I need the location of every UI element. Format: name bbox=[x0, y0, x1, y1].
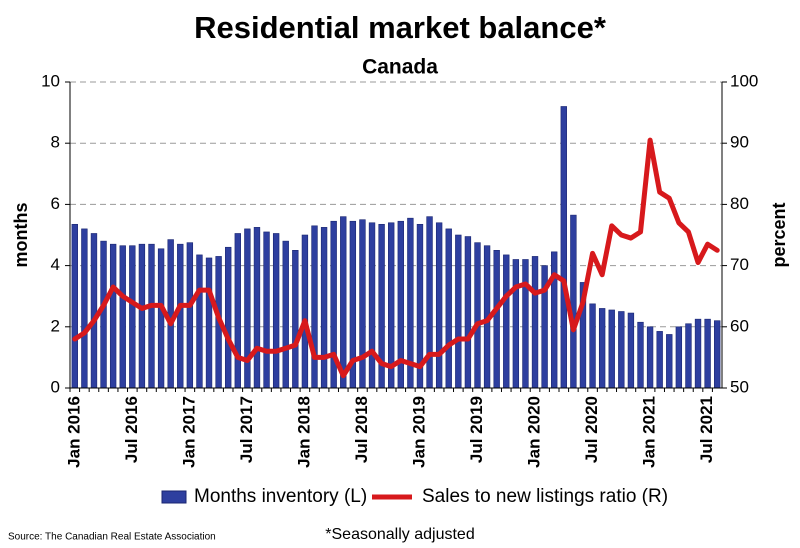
legend-swatch bbox=[161, 490, 187, 504]
bar bbox=[522, 259, 529, 389]
bar bbox=[618, 311, 625, 389]
bar bbox=[301, 234, 309, 389]
y2-tick-label: 60 bbox=[730, 316, 749, 335]
x-tick-label: Jul 2019 bbox=[467, 396, 486, 463]
bar bbox=[263, 231, 270, 389]
bar bbox=[129, 245, 136, 389]
bar bbox=[157, 248, 165, 389]
bar bbox=[359, 219, 366, 389]
x-tick-label: Jan 2021 bbox=[640, 396, 659, 468]
source-note: Source: The Canadian Real Estate Associa… bbox=[8, 532, 216, 543]
chart-subtitle: Canada bbox=[362, 56, 438, 79]
bar bbox=[292, 250, 299, 389]
bar bbox=[694, 318, 702, 389]
bar bbox=[205, 257, 213, 389]
bar bbox=[656, 331, 663, 389]
chart-title: Residential market balance* bbox=[194, 10, 607, 45]
x-tick-label: Jan 2018 bbox=[294, 396, 313, 468]
y2-tick-label: 50 bbox=[730, 377, 749, 396]
bar bbox=[311, 225, 318, 389]
bar bbox=[598, 308, 606, 389]
line bbox=[72, 137, 720, 379]
bar bbox=[589, 303, 596, 389]
x-tick-label: Jul 2017 bbox=[237, 396, 256, 463]
bar bbox=[177, 243, 184, 389]
bar bbox=[551, 251, 558, 389]
y-tick-label: 4 bbox=[51, 255, 60, 274]
bar bbox=[340, 216, 347, 389]
bar bbox=[81, 228, 88, 389]
y2-tick-label: 100 bbox=[730, 71, 758, 90]
x-tick-label: Jul 2018 bbox=[352, 396, 371, 463]
bar bbox=[225, 246, 232, 389]
legend-label: Months inventory (L) bbox=[194, 486, 367, 507]
x-tick-label: Jan 2019 bbox=[409, 396, 428, 468]
y-tick-label: 10 bbox=[41, 71, 60, 90]
bar bbox=[503, 254, 510, 389]
bar bbox=[570, 214, 577, 389]
bar bbox=[455, 234, 462, 389]
bar bbox=[71, 223, 78, 389]
x-tick-label: Jul 2021 bbox=[697, 396, 716, 463]
legend-label: Sales to new listings ratio (R) bbox=[422, 486, 668, 507]
y-tick-label: 2 bbox=[51, 316, 60, 335]
y-tick-label: 8 bbox=[51, 133, 60, 152]
bar bbox=[675, 326, 683, 389]
bar bbox=[100, 240, 107, 389]
bar bbox=[704, 318, 711, 389]
bar bbox=[531, 256, 539, 389]
bar bbox=[666, 334, 673, 389]
bar bbox=[196, 254, 203, 389]
x-tick-label: Jan 2017 bbox=[179, 396, 198, 468]
y-axis-label: months bbox=[11, 203, 31, 268]
bar bbox=[148, 243, 155, 389]
bar bbox=[512, 259, 520, 389]
y2-tick-label: 80 bbox=[730, 194, 749, 213]
bar bbox=[435, 222, 443, 389]
x-tick-label: Jan 2020 bbox=[525, 396, 544, 468]
footnote: *Seasonally adjusted bbox=[325, 526, 474, 543]
bar bbox=[637, 321, 644, 389]
bar bbox=[493, 250, 500, 389]
bar bbox=[685, 323, 692, 389]
bar bbox=[186, 242, 194, 389]
bar bbox=[474, 242, 481, 389]
bar bbox=[138, 243, 146, 389]
bar bbox=[714, 320, 721, 389]
bar bbox=[445, 228, 452, 389]
bar bbox=[109, 243, 117, 389]
bar bbox=[119, 245, 126, 389]
bar bbox=[234, 233, 241, 389]
y2-tick-label: 90 bbox=[730, 133, 749, 152]
bar bbox=[272, 233, 280, 389]
bar bbox=[282, 240, 289, 389]
bar bbox=[90, 233, 98, 389]
bar bbox=[320, 227, 328, 389]
bar bbox=[253, 227, 261, 389]
y-tick-label: 0 bbox=[51, 377, 60, 396]
x-tick-label: Jul 2016 bbox=[122, 396, 141, 463]
y2-tick-label: 70 bbox=[730, 255, 749, 274]
bar bbox=[426, 216, 433, 389]
bar bbox=[560, 106, 567, 389]
y-tick-label: 6 bbox=[51, 194, 60, 213]
bar bbox=[608, 309, 615, 389]
x-tick-label: Jul 2020 bbox=[582, 396, 601, 463]
bar bbox=[627, 312, 635, 389]
bar bbox=[646, 326, 654, 389]
bar bbox=[244, 228, 251, 389]
bar bbox=[368, 222, 376, 389]
y2-axis-label: percent bbox=[769, 202, 789, 267]
bar bbox=[464, 236, 472, 389]
bar bbox=[167, 239, 174, 389]
x-tick-label: Jan 2016 bbox=[64, 396, 83, 468]
